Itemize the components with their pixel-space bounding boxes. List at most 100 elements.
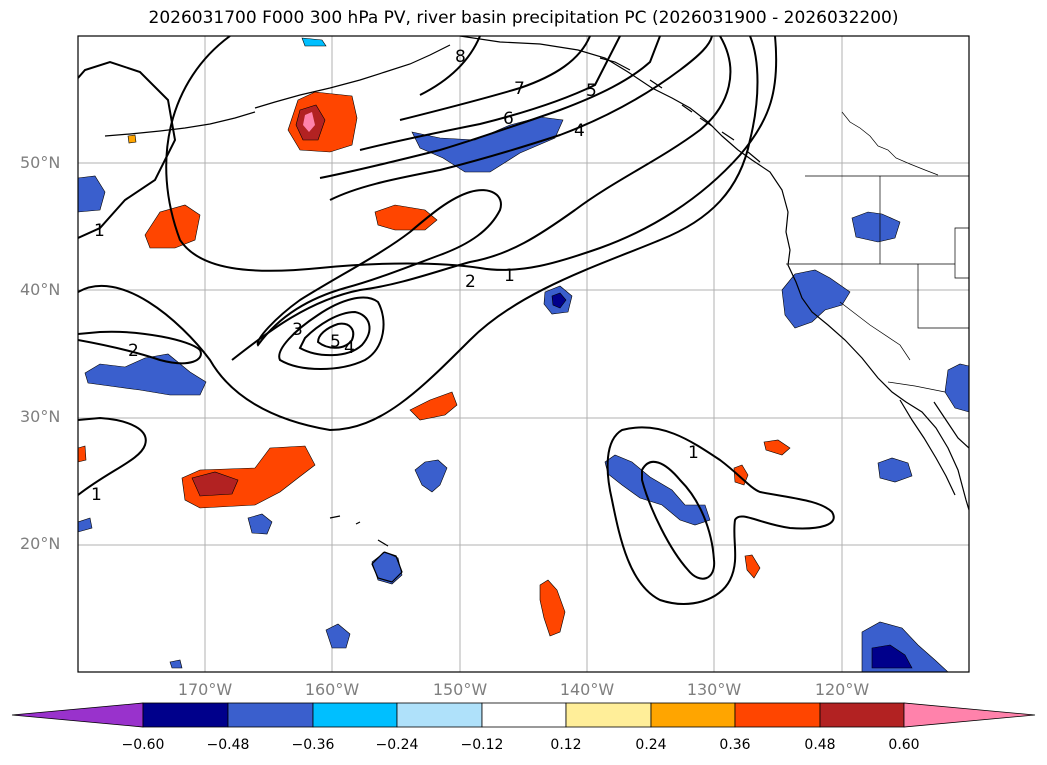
pv-contour-labels: 1 1 1 1 2 2 3 4 4 5 5 6 7 8 [91,47,699,505]
precip-negative-blob [78,517,93,533]
contour-label: 5 [330,332,341,352]
precip-negative-blob [414,459,448,493]
precip-negative-blob [169,659,183,669]
precip-positive-blob [763,439,791,456]
precip-negative-regions [78,37,969,672]
lat-label-30n: 30°N [20,407,61,426]
border [917,264,969,329]
border [954,227,969,279]
coastlines [104,36,969,583]
pv-contour-1 [606,426,835,605]
map-frame [77,35,970,673]
colorbar-tick: 0.36 [719,737,751,753]
pv-contour-2 [641,460,716,580]
hawaii-islands [329,515,403,583]
colorbar-tick: −0.36 [291,737,335,753]
pv-contour-6 [359,36,621,151]
colorbar-tick: 0.24 [635,737,667,753]
precip-negative-blob [604,454,711,526]
pv-contour-1 [165,36,778,272]
precip-positive-blob [78,445,87,463]
precip-negative-blob [301,37,327,47]
contour-label: 4 [344,338,355,358]
north-america-coast [459,36,969,511]
lon-label-120w: 120°W [814,680,870,699]
contour-label: 4 [574,121,585,141]
contour-label: 1 [504,266,515,286]
colorbar-extend-high [903,702,1036,728]
colorbar-tick: 0.60 [888,737,920,753]
lon-label-130w: 130°W [686,680,742,699]
contour-label: 7 [514,79,525,99]
colorbar-swatch [142,702,229,728]
precip-negative-blob [247,513,273,535]
colorbar-swatch [227,702,314,728]
precip-positive-blob [409,391,458,421]
contour-label: 6 [503,109,514,129]
precip-negative-blob [871,644,913,669]
precip-negative-blob [851,211,901,243]
pv-contour-3 [256,189,502,347]
pv-contour-2 [231,36,732,361]
gulf-coast [933,401,969,449]
precip-positive-blob [744,554,761,579]
colorbar-swatch [734,702,821,728]
colorbar-swatch [312,702,398,728]
border [841,111,939,176]
colorbar-extend-low [11,702,144,728]
colorbar-swatch [481,702,567,728]
colorbar-swatch [650,702,736,728]
precip-positive-blob [191,471,239,497]
precip-positive-blob [127,134,137,144]
pv-contour-4 [329,36,713,201]
precip-negative-blob [78,175,106,213]
pv-contour-5 [319,36,661,179]
pv-contour-7 [399,36,591,121]
map-title: 2026031700 F000 300 hPa PV, river basin … [148,8,899,28]
colorbar-tick: 0.12 [550,737,582,753]
lon-label-170w: 170°W [177,680,233,699]
precip-positive-blob [539,579,566,637]
contour-label: 2 [128,341,139,361]
lon-label-160w: 160°W [304,680,360,699]
aleutian-islands [104,111,256,137]
contour-label: 3 [292,320,303,340]
precip-negative-blob [551,292,567,309]
lat-label-20n: 20°N [20,534,61,553]
alaska-peninsula [254,44,451,109]
contour-label: 8 [455,47,466,67]
precip-negative-blob [325,623,351,649]
lon-label-140w: 140°W [559,680,615,699]
baja-coast [899,399,956,496]
colorbar-tick: −0.12 [460,737,504,753]
precip-negative-blob [877,457,913,483]
lat-label-50n: 50°N [20,153,61,172]
political-borders [786,111,969,393]
contour-label: 1 [688,443,699,463]
precip-negative-blob [781,269,851,329]
lon-label-150w: 150°W [432,680,488,699]
colorbar-tick: −0.60 [121,737,165,753]
colorbar-tick: −0.48 [206,737,250,753]
border [839,301,911,361]
border [887,381,946,393]
precip-positive-blob [303,112,315,132]
colorbar-tick: −0.24 [375,737,419,753]
colorbar-swatch [396,702,483,728]
contour-label: 2 [465,272,476,292]
coastal-islands [599,57,761,163]
precip-positive-blob [144,204,201,249]
pv-contour-3 [278,296,385,370]
pv-contour-2 [78,330,202,365]
colorbar-swatch [819,702,905,728]
lat-label-40n: 40°N [20,280,61,299]
contour-label: 1 [91,485,102,505]
colorbar-tick: 0.48 [804,737,836,753]
colorbar [11,702,1036,728]
colorbar-swatch [565,702,652,728]
precip-positive-blob [374,204,438,231]
pv-contour-5 [316,322,355,349]
contour-label: 5 [586,81,597,101]
precip-negative-blob [84,353,207,396]
